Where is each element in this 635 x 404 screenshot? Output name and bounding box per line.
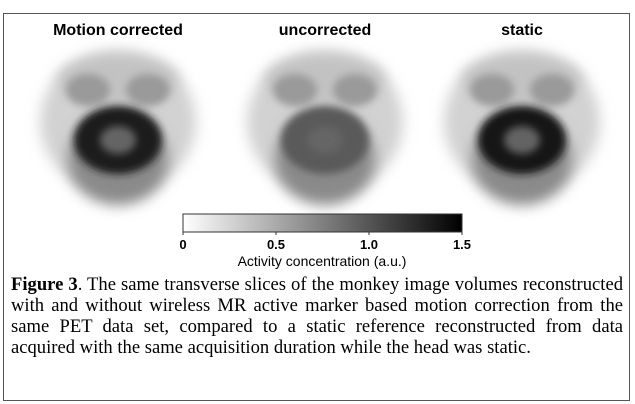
eye-left (470, 74, 514, 106)
colorbar-tick-label: 0 (179, 237, 186, 252)
figure-frame (3, 13, 630, 401)
colorbar-tick-label: 1.5 (453, 237, 471, 252)
brain-inner (504, 126, 540, 154)
panel-title: uncorrected (279, 22, 371, 39)
panel-title: Motion corrected (53, 22, 183, 39)
colorbar-label: Activity concentration (a.u.) (238, 253, 407, 269)
colorbar-tick-label: 0.5 (267, 237, 285, 252)
caption-label: Figure 3 (11, 274, 78, 295)
brain-inner (100, 126, 136, 154)
panel-title: static (501, 22, 543, 39)
pet-image (40, 50, 196, 205)
caption-text: . The same transverse slices of the monk… (11, 274, 623, 358)
brain-inner (307, 126, 343, 154)
eye-left (66, 74, 110, 106)
eye-right (333, 74, 377, 106)
colorbar-tick-label: 1.0 (360, 237, 378, 252)
eye-left (273, 74, 317, 106)
eye-right (126, 74, 170, 106)
pet-image (247, 50, 403, 205)
pet-image (444, 50, 600, 205)
eye-right (530, 74, 574, 106)
caption: Figure 3. The same transverse slices of … (11, 274, 623, 358)
figure: Motion corrected uncorrected static 0 0.5 1.0… (40, 22, 600, 269)
colorbar (182, 213, 463, 233)
